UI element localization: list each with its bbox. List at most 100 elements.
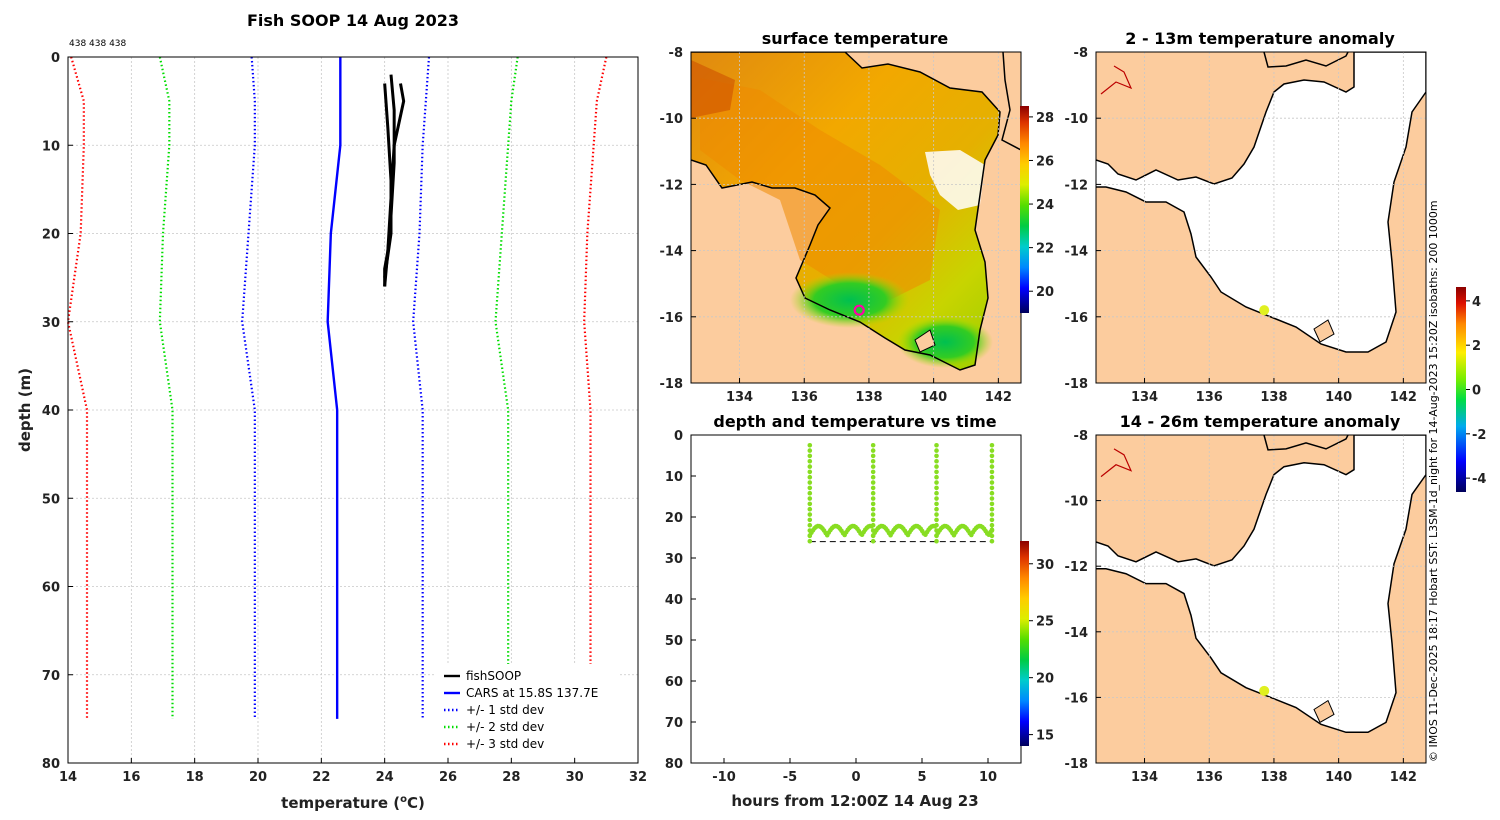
cast-point xyxy=(870,464,876,469)
cast-point xyxy=(807,538,813,544)
cast-point xyxy=(807,469,813,475)
time-y-tick-label: 0 xyxy=(674,429,683,444)
legend-box xyxy=(436,664,618,756)
cast-point xyxy=(934,517,939,523)
cast-point xyxy=(989,453,995,459)
cast-point xyxy=(870,517,876,523)
cast-point xyxy=(807,458,813,464)
time-y-tick-label: 70 xyxy=(665,716,683,731)
time-axes-box xyxy=(690,434,1022,764)
cast-point xyxy=(989,474,995,480)
profile-x-tick-label: 26 xyxy=(439,770,457,785)
cast-point xyxy=(934,474,939,480)
profile-x-label-degree: o xyxy=(400,794,407,805)
cast-point xyxy=(870,448,876,453)
profile-x-label-main: temperature ( xyxy=(281,794,400,812)
cast-point xyxy=(807,485,813,491)
profile-y-label: depth (m) xyxy=(16,368,34,452)
profile-y-tick-label: 10 xyxy=(42,139,60,154)
profile-y-tick-label: 20 xyxy=(42,228,60,243)
cast-point xyxy=(934,464,939,469)
sst-x-tick-label: 138 xyxy=(855,390,882,405)
std-dev-line xyxy=(412,56,431,719)
profile-y-tick-label: 80 xyxy=(42,757,60,772)
anom2-x-tick-label: 136 xyxy=(1196,770,1223,785)
anom2-x-tick-label: 140 xyxy=(1325,770,1352,785)
anomaly-2-title: 14 - 26m temperature anomaly xyxy=(1120,412,1401,431)
cast-point xyxy=(807,517,813,523)
legend-label: +/- 1 std dev xyxy=(466,703,544,717)
cast-point xyxy=(934,448,939,453)
tow-point xyxy=(932,523,938,529)
sst-coastline xyxy=(691,52,1001,371)
cast-point xyxy=(870,490,876,496)
sst-ticks: 134 136 138 140 142 -8 -10 -12 -14 -16 -18 xyxy=(660,46,1012,405)
profile-x-tick-label: 22 xyxy=(312,770,330,785)
cast-point xyxy=(989,480,995,485)
time-y-tick-label: 40 xyxy=(665,593,683,608)
cast-point xyxy=(870,442,876,448)
anom2-y-tick-label: -18 xyxy=(1065,757,1089,772)
anom2-y-tick-label: -10 xyxy=(1065,495,1089,510)
cast-point xyxy=(870,453,876,459)
anom1-y-tick-label: -8 xyxy=(1074,46,1088,61)
cast-point xyxy=(989,485,995,491)
sst-y-tick-label: -18 xyxy=(660,377,684,392)
cast-point xyxy=(934,442,939,448)
tow-point xyxy=(989,527,995,533)
sst-panel: surface temperature 134 136 138 140 142 -8 -10… xyxy=(660,29,1055,405)
anom2-y-tick-label: -12 xyxy=(1065,560,1089,575)
anom2-y-tick-label: -14 xyxy=(1065,626,1089,641)
cast-point xyxy=(934,512,939,517)
anom1-x-tick-label: 142 xyxy=(1390,390,1417,405)
anomaly-2-map xyxy=(1096,435,1426,763)
time-x-tick-label: 10 xyxy=(979,770,997,785)
anom1-sea xyxy=(1096,52,1426,352)
cast-point xyxy=(934,490,939,496)
sst-cool-west xyxy=(790,272,910,328)
cast-point xyxy=(989,442,995,448)
sst-hot-patch xyxy=(691,60,735,118)
sst-y-tick-label: -8 xyxy=(669,46,683,61)
anomaly-1-map xyxy=(1096,52,1426,383)
sst-x-tick-label: 134 xyxy=(726,390,753,405)
cast-point xyxy=(807,464,813,469)
legend-label: fishSOOP xyxy=(466,669,521,683)
cast-point xyxy=(989,512,995,517)
sst-y-tick-label: -12 xyxy=(660,178,684,193)
anom2-x-tick-label: 138 xyxy=(1260,770,1287,785)
anomaly-cbar-tick-label: 2 xyxy=(1472,339,1481,354)
anomaly-colorbar-ticks: 4 2 0 -2 -4 xyxy=(1466,295,1486,487)
cast-point xyxy=(934,453,939,459)
fishsoop-profile-line xyxy=(383,83,393,278)
anomaly-1-ticks: 134 136 138 140 142 -8 -10 -12 -14 -16 -18 xyxy=(1065,46,1417,405)
sst-cloud-gap xyxy=(925,150,985,210)
profile-y-tick-label: 40 xyxy=(42,404,60,419)
sst-y-tick-label: -14 xyxy=(660,245,684,260)
anomaly-colorbar xyxy=(1456,287,1466,492)
anom1-anomaly-marker xyxy=(1259,305,1270,316)
cast-point xyxy=(870,501,876,507)
sst-island xyxy=(914,329,936,353)
time-ticks: -10 -5 0 5 10 0 10 20 30 40 50 60 70 80 xyxy=(665,429,997,785)
std-dev-line xyxy=(158,56,174,719)
cast-point xyxy=(807,490,813,496)
profile-x-tick-label: 20 xyxy=(249,770,267,785)
profile-gridlines xyxy=(68,57,638,763)
time-y-tick-label: 20 xyxy=(665,511,683,526)
cast-point xyxy=(807,522,813,528)
cast-point xyxy=(807,496,813,501)
sst-cool-south xyxy=(897,316,993,368)
anom1-x-tick-label: 138 xyxy=(1260,390,1287,405)
time-y-tick-label: 10 xyxy=(665,470,683,485)
anom2-island xyxy=(1313,699,1335,724)
anomaly-2-axes-box xyxy=(1095,434,1427,764)
legend-label: CARS at 15.8S 137.7E xyxy=(466,686,598,700)
anomaly-panel-1: 2 - 13m temperature anomaly 134 136 138 140… xyxy=(1065,29,1427,405)
cast-point xyxy=(989,469,995,475)
profile-x-tick-label: 28 xyxy=(502,770,520,785)
profile-x-tick-label: 30 xyxy=(566,770,584,785)
legend-label: +/- 3 std dev xyxy=(466,737,544,751)
profile-legend: fishSOOP CARS at 15.8S 137.7E +/- 1 std de… xyxy=(436,664,618,756)
time-y-tick-label: 60 xyxy=(665,675,683,690)
